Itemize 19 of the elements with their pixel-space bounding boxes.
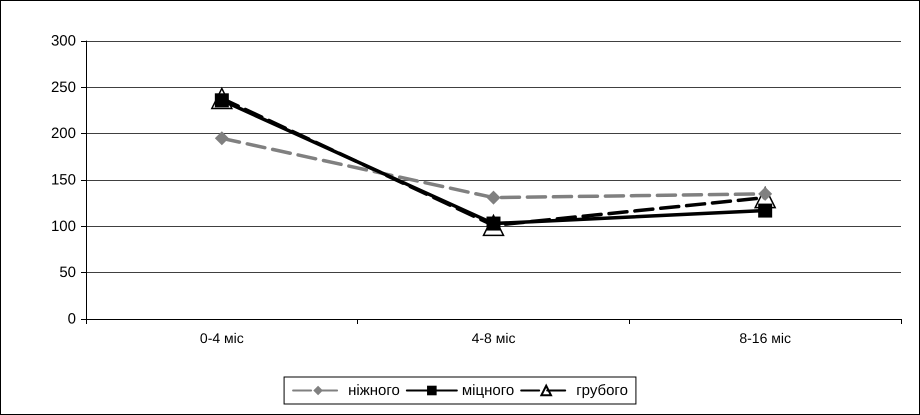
x-tick-label: 4-8 міс: [472, 330, 516, 346]
point: [486, 190, 500, 205]
x-tick-label: 0-4 міс: [200, 330, 244, 346]
y-tick-label: 250: [50, 78, 76, 96]
legend-label: ніжного: [348, 382, 400, 399]
y-tick-label: 50: [59, 264, 76, 282]
y-tick-label: 100: [50, 218, 76, 235]
y-tick-label: 150: [50, 172, 76, 188]
y-tick-label: 0: [68, 310, 76, 328]
legend-label: грубого: [576, 382, 628, 399]
legend-label: міцного: [462, 382, 514, 399]
y-tick-label: 200: [50, 125, 76, 142]
y-tick-label: 300: [50, 32, 76, 50]
point: [758, 204, 772, 218]
point: [214, 131, 229, 146]
point: [211, 88, 233, 110]
x-tick-label: 8-16 міс: [739, 330, 791, 346]
point: [754, 186, 776, 208]
point: [482, 214, 504, 236]
